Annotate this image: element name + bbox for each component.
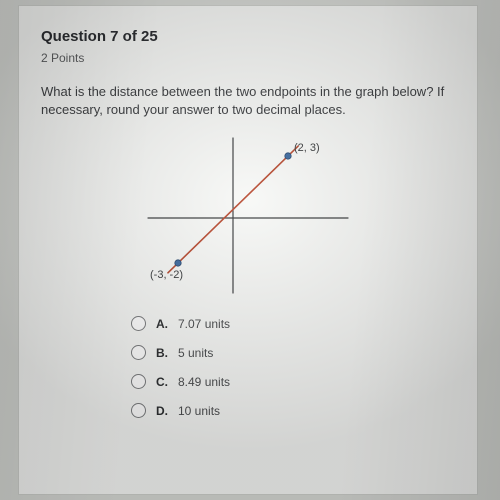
point-label-p2: (2, 3) [294, 142, 320, 154]
choice-c[interactable]: C. 8.49 units [131, 374, 455, 389]
choice-letter: B. [156, 346, 168, 360]
choice-b[interactable]: B. 5 units [131, 345, 455, 360]
answer-choices: A. 7.07 units B. 5 units C. 8.49 units D… [41, 316, 455, 418]
choice-letter: A. [156, 317, 168, 331]
choice-a[interactable]: A. 7.07 units [131, 316, 455, 331]
choice-letter: D. [156, 404, 168, 418]
question-stem: What is the distance between the two end… [41, 83, 455, 118]
question-card: Question 7 of 25 2 Points What is the di… [18, 5, 478, 495]
question-points: 2 Points [41, 51, 455, 65]
choice-text: 7.07 units [178, 317, 230, 331]
radio-icon [131, 345, 146, 360]
radio-icon [131, 403, 146, 418]
choice-d[interactable]: D. 10 units [131, 403, 455, 418]
radio-icon [131, 374, 146, 389]
choice-letter: C. [156, 375, 168, 389]
question-number: Question 7 of 25 [41, 28, 455, 45]
choice-text: 5 units [178, 346, 213, 360]
point-label-p1: (-3, -2) [150, 269, 183, 281]
graph-container: (2, 3) (-3, -2) [41, 128, 455, 298]
radio-icon [131, 316, 146, 331]
choice-text: 10 units [178, 404, 220, 418]
coordinate-graph: (2, 3) (-3, -2) [138, 128, 358, 298]
choice-text: 8.49 units [178, 375, 230, 389]
